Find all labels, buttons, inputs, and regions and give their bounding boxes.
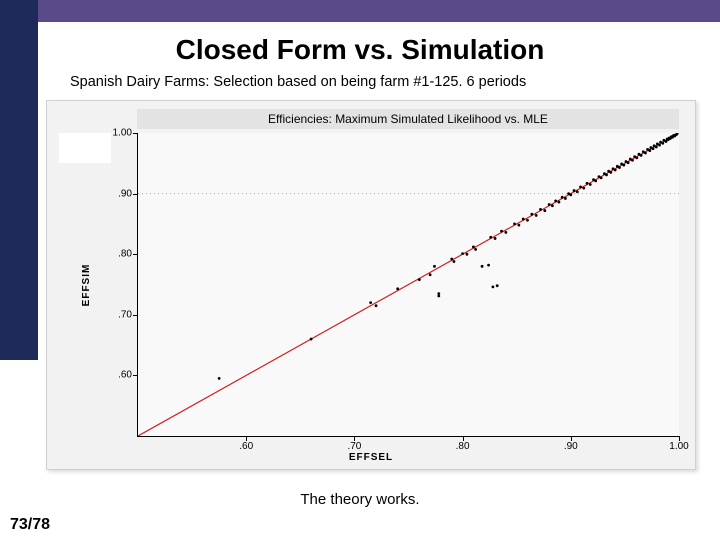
slide-title: Closed Form vs. Simulation <box>0 34 720 66</box>
slide-caption: The theory works. <box>0 491 720 508</box>
chart-title: Efficiencies: Maximum Simulated Likeliho… <box>137 109 679 129</box>
slide-subtitle: Spanish Dairy Farms: Selection based on … <box>70 74 690 90</box>
top-accent-bar <box>38 0 720 22</box>
x-axis-label: EFFSEL <box>349 452 393 463</box>
plot-svg <box>138 133 679 436</box>
y-axis-label: EFFSIM <box>81 264 92 307</box>
slide-number: 73/78 <box>10 516 50 534</box>
y-tick-label: .80 <box>102 249 132 260</box>
y-tick-label: .60 <box>102 370 132 381</box>
x-tick-label: .70 <box>347 441 361 452</box>
plot-area: .60.70.80.901.00.60.70.80.901.00 <box>137 133 679 437</box>
x-tick-label: .90 <box>564 441 578 452</box>
x-tick-label: 1.00 <box>669 441 688 452</box>
x-tick-label: .80 <box>456 441 470 452</box>
x-tick-label: .60 <box>239 441 253 452</box>
y-tick-label: .70 <box>102 309 132 320</box>
y-tick-label: 1.00 <box>102 128 132 139</box>
chart-panel: Efficiencies: Maximum Simulated Likeliho… <box>46 100 696 470</box>
slide: Closed Form vs. Simulation Spanish Dairy… <box>0 0 720 540</box>
y-tick-label: .90 <box>102 188 132 199</box>
